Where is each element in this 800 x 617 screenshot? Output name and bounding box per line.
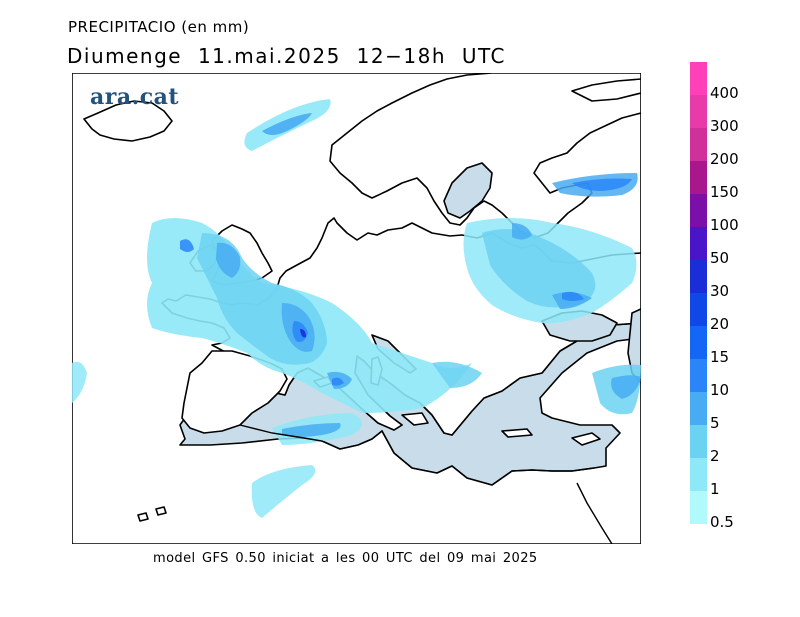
- legend-swatch: [690, 62, 707, 95]
- cyprus: [571, 432, 601, 446]
- legend-label: 1: [710, 480, 720, 498]
- map-canvas: [72, 73, 641, 544]
- legend-swatch: [690, 491, 707, 524]
- precipitation-map: ara.cat: [72, 73, 641, 544]
- legend-label: 100: [710, 216, 739, 234]
- map-subtitle: Diumenge 11.mai.2025 12−18h UTC: [67, 44, 507, 68]
- arctic-island: [571, 78, 641, 102]
- precipitation-layer: [72, 99, 641, 518]
- legend-swatch: [690, 194, 707, 227]
- iceland: [83, 100, 173, 142]
- legend-swatch: [690, 293, 707, 326]
- aracat-logo[interactable]: ara.cat: [90, 84, 180, 110]
- scandinavia: [329, 73, 641, 239]
- map-title: PRECIPITACIO (en mm): [68, 18, 250, 36]
- legend-swatch: [690, 359, 707, 392]
- legend-label: 2: [710, 447, 720, 465]
- legend-swatch: [690, 392, 707, 425]
- legend-label: 5: [710, 414, 720, 432]
- legend-label: 10: [710, 381, 730, 399]
- legend-label: 300: [710, 117, 739, 135]
- legend-label: 400: [710, 84, 739, 102]
- legend-label: 30: [710, 282, 730, 300]
- legend-label: 200: [710, 150, 739, 168]
- legend-swatch: [690, 128, 707, 161]
- legend-label: 50: [710, 249, 730, 267]
- canary-islands: [137, 506, 167, 522]
- legend-swatch: [690, 458, 707, 491]
- legend-label: 15: [710, 348, 730, 366]
- legend-label: 150: [710, 183, 739, 201]
- legend-swatch: [690, 227, 707, 260]
- baltic-sea: [443, 162, 493, 219]
- legend-label: 20: [710, 315, 730, 333]
- legend-swatch: [690, 95, 707, 128]
- legend-swatch: [690, 260, 707, 293]
- north-africa-coast: [239, 424, 595, 486]
- legend-swatch: [690, 425, 707, 458]
- red-sea-coast: [576, 482, 613, 544]
- model-info-caption: model GFS 0.50 iniciat a les 00 UTC del …: [153, 551, 538, 566]
- crete: [501, 428, 533, 438]
- legend-swatch: [690, 161, 707, 194]
- sicily: [401, 412, 429, 426]
- legend-label: 0.5: [710, 513, 734, 531]
- legend-swatch: [690, 326, 707, 359]
